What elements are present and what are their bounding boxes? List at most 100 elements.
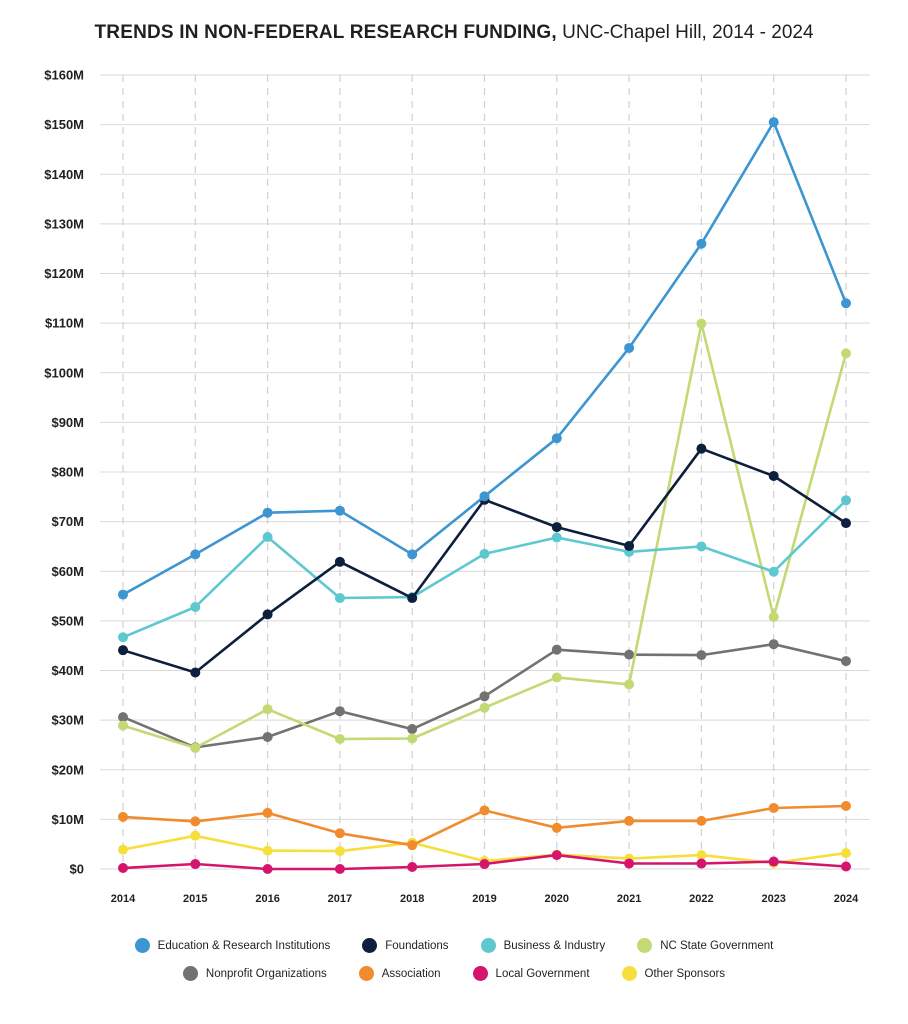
x-tick-label: 2017	[328, 893, 352, 905]
data-point	[262, 845, 273, 856]
data-point	[407, 549, 418, 560]
data-point	[334, 846, 345, 857]
chart-title-main: TRENDS IN NON-FEDERAL RESEARCH FUNDING,	[94, 22, 557, 43]
data-point	[551, 672, 562, 683]
y-tick-label: $40M	[51, 663, 84, 678]
data-point	[190, 830, 201, 841]
legend-label: Local Government	[495, 967, 590, 980]
data-point	[334, 828, 345, 839]
data-point	[841, 298, 851, 309]
data-point	[479, 691, 490, 702]
data-point	[190, 601, 201, 612]
legend-marker	[358, 966, 374, 981]
data-point	[118, 844, 128, 855]
legend-marker	[134, 938, 150, 953]
legend-label: Other Sponsors	[644, 967, 726, 980]
data-point	[407, 840, 418, 851]
data-point	[624, 815, 635, 826]
data-point	[696, 815, 707, 826]
y-tick-label: $70M	[51, 514, 84, 529]
data-point	[334, 706, 345, 717]
y-tick-label: $150M	[44, 117, 84, 132]
data-point	[696, 238, 707, 249]
legend-label: Nonprofit Organizations	[205, 967, 327, 980]
data-point	[551, 850, 562, 861]
data-point	[551, 822, 562, 833]
y-tick-label: $20M	[51, 762, 84, 777]
data-point	[334, 864, 345, 874]
y-tick-label: $50M	[51, 613, 84, 628]
y-tick-label: $90M	[51, 415, 84, 430]
data-point	[334, 593, 345, 604]
legend-marker	[472, 966, 488, 981]
y-tick-label: $160M	[44, 68, 84, 83]
data-point	[841, 800, 851, 811]
data-point	[551, 644, 562, 655]
data-point	[551, 522, 562, 533]
data-point	[262, 609, 273, 620]
data-point	[118, 589, 128, 600]
legend-marker	[362, 938, 378, 953]
data-point	[624, 858, 635, 869]
data-point	[696, 443, 707, 454]
data-point	[768, 802, 779, 813]
data-point	[624, 649, 635, 660]
data-point	[262, 507, 273, 518]
legend-item: Foundations	[362, 938, 449, 953]
legend-row-2: Nonprofit Organizations Association Local …	[0, 966, 908, 981]
legend-item: Business & Industry	[480, 938, 606, 953]
legend-marker	[621, 966, 637, 981]
y-tick-label: $10M	[51, 812, 84, 827]
data-point	[118, 645, 128, 656]
data-point	[262, 532, 273, 543]
data-point	[190, 549, 201, 560]
x-tick-label: 2023	[761, 893, 785, 905]
data-point	[696, 850, 707, 861]
legend-item: Local Government	[472, 966, 590, 981]
data-point	[768, 566, 779, 577]
data-point	[262, 807, 273, 818]
data-point	[768, 611, 779, 622]
data-point	[696, 318, 707, 329]
data-point	[190, 667, 201, 678]
data-point	[334, 556, 345, 567]
data-point	[118, 863, 128, 874]
data-point	[407, 724, 418, 735]
data-point	[479, 491, 490, 502]
legend-label: NC State Government	[660, 939, 774, 952]
x-tick-label: 2016	[255, 893, 279, 905]
data-point	[841, 861, 851, 872]
data-point	[624, 540, 635, 551]
x-tick-label: 2014	[111, 893, 136, 905]
data-point	[841, 495, 851, 506]
x-tick-label: 2018	[400, 893, 424, 905]
x-tick-label: 2022	[689, 893, 713, 905]
y-tick-label: $60M	[51, 564, 84, 579]
data-point	[841, 348, 851, 359]
chart-title: TRENDS IN NON-FEDERAL RESEARCH FUNDING, …	[0, 22, 908, 44]
data-point	[841, 518, 851, 529]
legend-item: Other Sponsors	[621, 966, 726, 981]
data-point	[262, 731, 273, 742]
y-tick-label: $0	[70, 862, 84, 877]
y-tick-label: $100M	[44, 365, 84, 380]
data-point	[407, 593, 418, 604]
legend-label: Association	[381, 967, 441, 980]
data-point	[696, 650, 707, 661]
legend-item: Nonprofit Organizations	[182, 966, 327, 981]
y-tick-label: $80M	[51, 465, 84, 480]
chart-title-sub: UNC-Chapel Hill, 2014 - 2024	[562, 22, 814, 43]
data-point	[190, 742, 201, 753]
legend-item: Education & Research Institutions	[134, 938, 331, 953]
y-tick-label: $120M	[44, 266, 84, 281]
legend-row-1: Education & Research Institutions Foundat…	[0, 938, 908, 953]
y-tick-label: $30M	[51, 713, 84, 728]
legend-label: Business & Industry	[503, 939, 606, 952]
data-point	[479, 548, 490, 559]
data-point	[479, 805, 490, 816]
data-point	[696, 858, 707, 869]
legend-label: Education & Research Institutions	[157, 939, 331, 952]
data-point	[768, 856, 779, 867]
x-tick-label: 2021	[617, 893, 641, 905]
y-tick-label: $110M	[45, 316, 84, 331]
